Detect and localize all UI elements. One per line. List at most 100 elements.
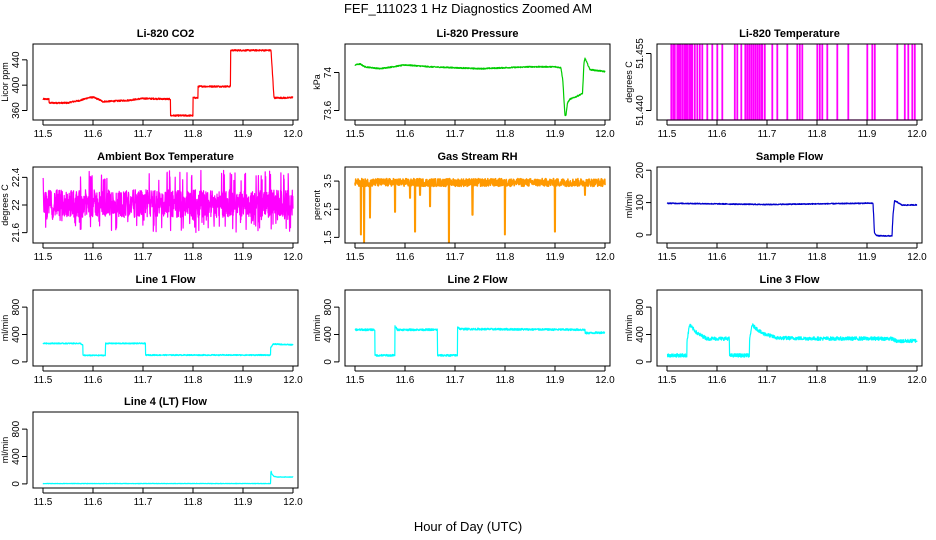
x-tick-label: 11.9 [546, 375, 565, 386]
x-tick-label: 11.9 [858, 252, 877, 263]
y-tick-label: 800 [635, 298, 646, 315]
panel-title: Li-820 Pressure [437, 28, 519, 40]
y-axis-label: degrees C [624, 61, 634, 103]
panel-title: Line 1 Flow [136, 274, 196, 286]
x-tick-label: 11.8 [496, 375, 515, 386]
panel-4: Ambient Box Temperature 11.5 11.6 11.7 11.8 1… [0, 151, 303, 263]
x-tick-label: 11.7 [134, 129, 153, 140]
x-tick-label: 11.6 [396, 375, 415, 386]
series-line [666, 323, 918, 358]
series-line [666, 200, 918, 237]
x-tick-label: 12.0 [595, 252, 615, 263]
y-tick-label: 400 [11, 326, 22, 343]
x-tick-label: 11.5 [346, 252, 365, 263]
x-tick-label: 11.6 [84, 252, 103, 263]
y-tick-label: 2.5 [323, 202, 334, 216]
panel-10: Line 4 (LT) Flow 11.5 11.6 11.7 11.8 11.9 12.0… [0, 396, 303, 508]
panel-5: Gas Stream RH 11.5 11.6 11.7 11.8 11.9 12.0 1.5… [312, 151, 615, 263]
series-line [42, 49, 294, 117]
plot-frame [344, 166, 611, 244]
x-tick-label: 11.8 [808, 252, 827, 263]
y-tick-label: 0 [11, 481, 22, 487]
x-tick-label: 11.5 [34, 497, 53, 508]
x-tick-label: 11.9 [234, 497, 253, 508]
panel-8: Line 2 Flow 11.5 11.6 11.7 11.8 11.9 12.0 0 400 8… [312, 274, 615, 386]
y-tick-label: 3.5 [323, 174, 334, 188]
panels: Li-820 CO2 11.5 11.6 11.7 11.8 11.9 12.0 360 400… [0, 28, 927, 508]
x-tick-label: 11.8 [184, 497, 203, 508]
y-tick-label: 0 [635, 232, 646, 238]
plot-frame [656, 289, 923, 367]
panel-title: Gas Stream RH [437, 151, 517, 163]
y-axis-label: ml/min [0, 315, 10, 342]
figure-xlabel: Hour of Day (UTC) [414, 519, 522, 534]
y-tick-label: 800 [11, 420, 22, 437]
panel-title: Line 2 Flow [448, 274, 508, 286]
x-tick-label: 11.9 [234, 252, 253, 263]
x-tick-label: 11.5 [658, 252, 677, 263]
y-tick-label: 400 [635, 326, 646, 343]
x-tick-label: 11.6 [708, 252, 727, 263]
series-line [354, 325, 606, 357]
x-tick-label: 11.7 [134, 375, 153, 386]
x-tick-label: 12.0 [283, 252, 303, 263]
x-tick-label: 11.6 [84, 375, 103, 386]
x-tick-label: 12.0 [595, 129, 615, 140]
y-axis-label: degrees C [0, 184, 10, 226]
x-tick-label: 11.7 [446, 129, 465, 140]
x-tick-label: 11.6 [84, 129, 103, 140]
x-tick-label: 11.9 [546, 252, 565, 263]
x-tick-label: 11.5 [34, 375, 53, 386]
x-tick-label: 12.0 [907, 252, 927, 263]
x-tick-label: 11.8 [184, 252, 203, 263]
x-tick-label: 11.9 [234, 129, 253, 140]
x-tick-label: 11.5 [658, 129, 677, 140]
x-tick-label: 11.5 [346, 375, 365, 386]
y-tick-label: 0 [11, 359, 22, 365]
plot-frame [32, 43, 299, 121]
y-tick-label: 51.455 [635, 38, 646, 69]
series-line [42, 169, 294, 233]
x-tick-label: 11.7 [134, 252, 153, 263]
panel-title: Line 3 Flow [760, 274, 820, 286]
series-line [354, 177, 606, 243]
y-tick-label: 200 [635, 161, 646, 178]
y-tick-label: 400 [11, 448, 22, 465]
x-tick-label: 11.6 [396, 129, 415, 140]
y-tick-label: 800 [11, 298, 22, 315]
y-tick-label: 22 [11, 199, 22, 211]
y-tick-label: 400 [323, 326, 334, 343]
panel-2: Li-820 Pressure 11.5 11.6 11.7 11.8 11.9 12.0 7… [312, 28, 615, 140]
x-tick-label: 11.7 [446, 375, 465, 386]
x-tick-label: 11.8 [184, 129, 203, 140]
x-tick-label: 11.8 [496, 129, 515, 140]
panel-title: Line 4 (LT) Flow [124, 396, 207, 408]
series-line [42, 342, 294, 357]
x-tick-label: 12.0 [595, 375, 615, 386]
x-tick-label: 11.9 [858, 129, 877, 140]
y-tick-label: 21.6 [11, 222, 22, 242]
x-tick-label: 11.6 [84, 497, 103, 508]
y-tick-label: 440 [11, 51, 22, 68]
plot-frame [32, 411, 299, 489]
x-tick-label: 11.9 [858, 375, 877, 386]
x-tick-label: 11.7 [758, 375, 777, 386]
y-tick-label: 73.6 [323, 100, 334, 120]
y-tick-label: 51.440 [635, 95, 646, 126]
panel-title: Li-820 CO2 [137, 28, 194, 40]
y-tick-label: 100 [635, 194, 646, 211]
plot-frame [32, 289, 299, 367]
x-tick-label: 12.0 [907, 129, 927, 140]
x-tick-label: 12.0 [283, 375, 303, 386]
x-tick-label: 11.8 [496, 252, 515, 263]
y-axis-label: ml/min [624, 315, 634, 342]
y-axis-label: ml/min [0, 437, 10, 464]
x-tick-label: 11.7 [758, 252, 777, 263]
series-line [354, 57, 606, 117]
panel-title: Li-820 Temperature [739, 28, 840, 40]
x-tick-label: 11.8 [808, 129, 827, 140]
x-tick-label: 11.7 [134, 497, 153, 508]
series-line [42, 470, 294, 485]
panel-title: Sample Flow [756, 151, 824, 163]
series-line [667, 44, 917, 121]
